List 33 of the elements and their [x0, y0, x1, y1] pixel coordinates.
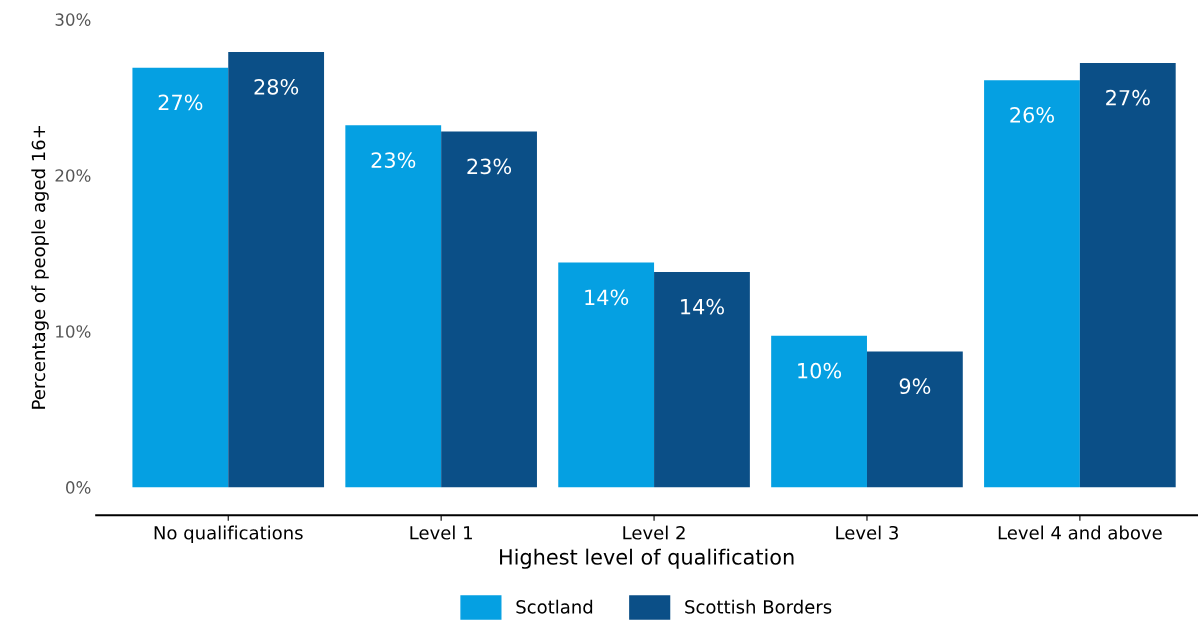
legend-label: Scottish Borders — [685, 599, 832, 614]
y-tick-label: 0% — [66, 481, 91, 494]
bar — [1079, 62, 1176, 488]
y-tick-label: 10% — [56, 325, 91, 338]
bar — [132, 67, 229, 488]
x-tick-label: Level 4 and above — [998, 525, 1162, 540]
data-label: 9% — [899, 378, 931, 395]
bar — [441, 131, 537, 488]
data-label: 10% — [798, 362, 842, 379]
data-label: 14% — [585, 289, 629, 306]
data-label: 27% — [158, 94, 203, 111]
x-tick-label: Level 1 — [410, 525, 472, 540]
y-axis-title: Percentage of people aged 16+ — [31, 126, 49, 409]
bar — [345, 125, 442, 488]
data-label: 23% — [467, 158, 512, 175]
data-label: 14% — [681, 298, 724, 315]
bar — [984, 80, 1080, 488]
x-tick-label: Level 3 — [836, 525, 898, 540]
data-label: 27% — [1106, 89, 1150, 106]
bar — [228, 52, 325, 488]
data-label: 23% — [371, 152, 416, 168]
y-tick-label: 30% — [55, 13, 91, 26]
bar — [654, 271, 750, 488]
data-label: 26% — [1010, 107, 1054, 123]
bar — [771, 335, 867, 488]
x-axis-title: Highest level of qualification — [500, 548, 794, 569]
data-label: 28% — [254, 78, 299, 95]
x-tick-label: Level 2 — [623, 525, 685, 540]
legend-label: Scotland — [516, 599, 593, 614]
y-tick-label: 20% — [55, 169, 91, 182]
bar — [558, 262, 655, 488]
x-tick-label: No qualifications — [154, 525, 303, 544]
bar — [866, 351, 963, 488]
